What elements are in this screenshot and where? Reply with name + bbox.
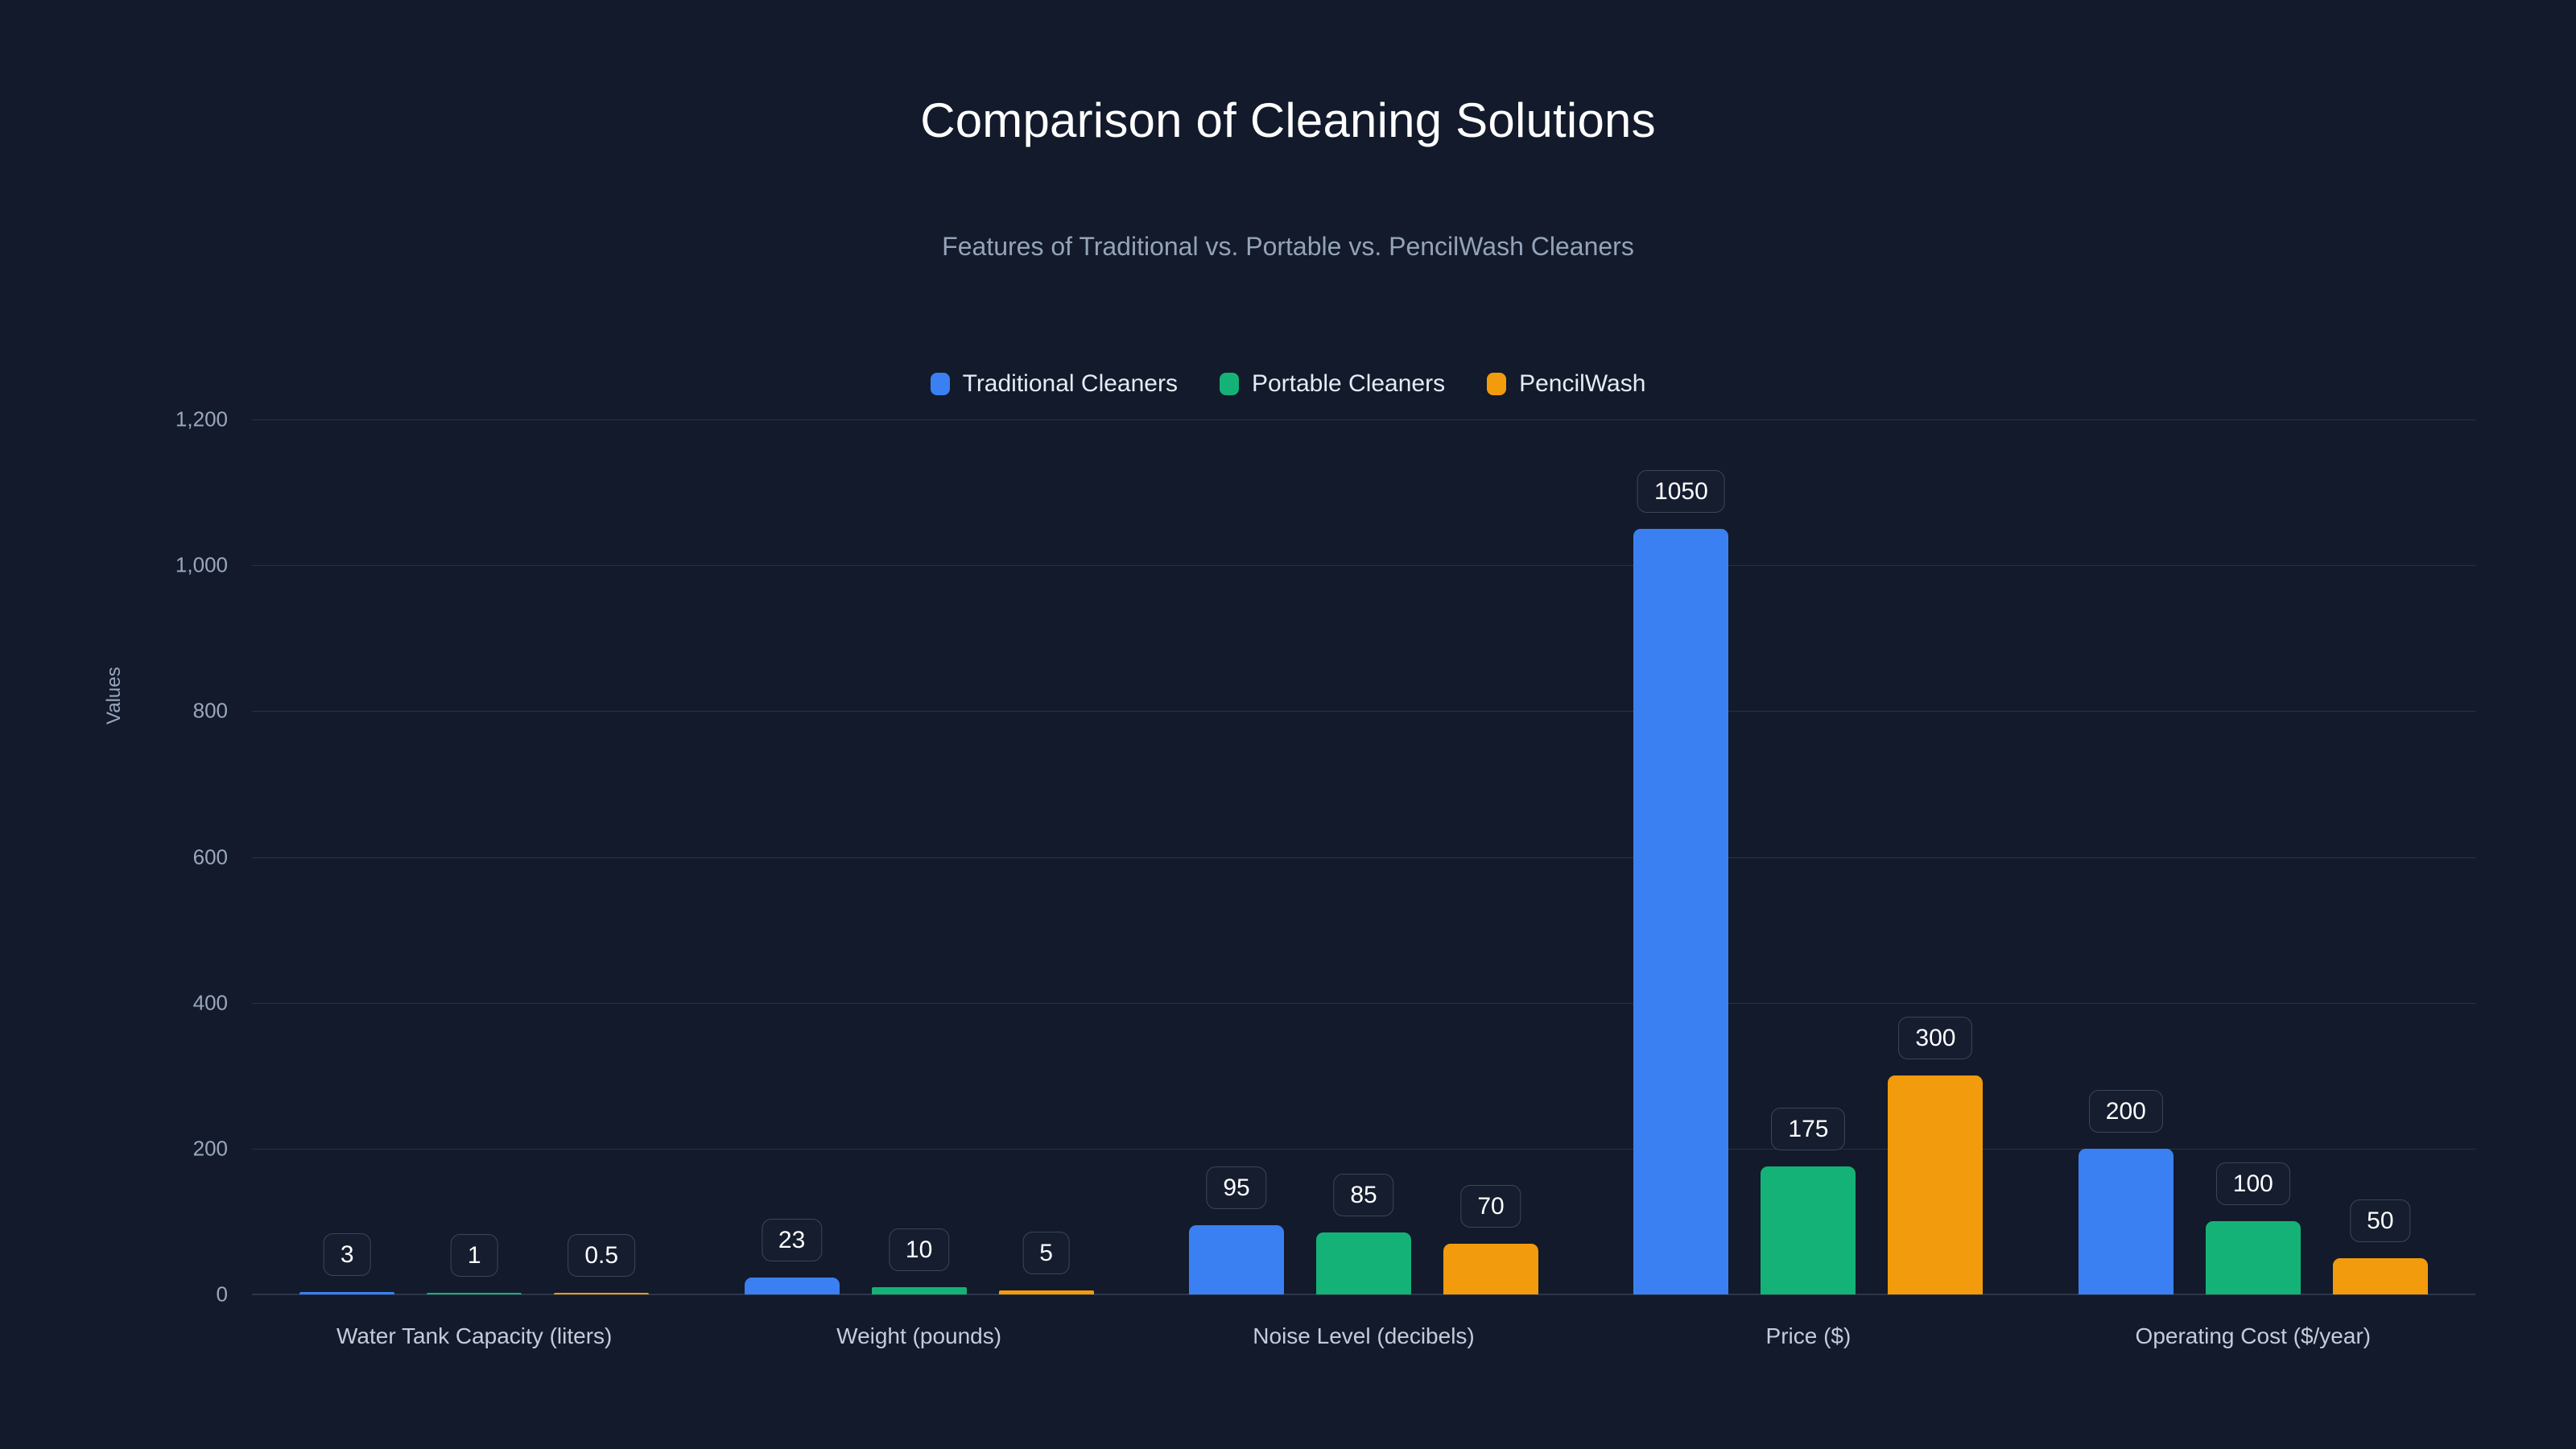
bar-value-label: 50 [2350,1199,2411,1242]
bar-slot: 1 [427,419,522,1294]
y-axis-tick-label: 600 [192,844,228,869]
bar-value-label: 200 [2088,1089,2163,1133]
y-axis-tick-label: 400 [192,990,228,1015]
bar-slot: 23 [744,419,840,1294]
x-axis-category-label: Noise Level (decibels) [1253,1323,1475,1348]
bar-slot: 10 [871,419,967,1294]
bar[interactable]: 200 [2078,1089,2174,1294]
bar[interactable]: 50 [2332,1199,2428,1294]
page-subtitle: Features of Traditional vs. Portable vs.… [942,232,1634,261]
bar[interactable]: 23 [744,1219,840,1294]
bar-slot: 300 [1888,419,1984,1294]
bar-value-label: 85 [1333,1174,1394,1217]
bar-group: 3 1 0.5 Water Tank Capacity (liters) [252,419,696,1348]
bar-slot: 1050 [1633,419,1729,1294]
bar[interactable]: 1 [427,1234,522,1294]
x-axis-category-label: Weight (pounds) [836,1323,1002,1348]
bar-value-label: 3 [323,1233,371,1277]
plot-area: 0 200 400 600 800 1,000 1,200 3 1 0.5 Water Tank … [175,407,2475,1348]
gridline [252,711,2475,712]
legend-item-label: PencilWash [1519,370,1646,397]
bar-value-label: 175 [1771,1108,1846,1151]
bar[interactable]: 175 [1761,1108,1856,1294]
y-axis-tick-label: 0 [216,1282,228,1307]
bar-slot: 0.5 [554,419,650,1294]
gridline [252,565,2475,567]
x-axis-category-label: Water Tank Capacity (liters) [336,1323,613,1348]
legend-item-label: Portable Cleaners [1251,370,1446,397]
bar-slot: 175 [1761,419,1856,1294]
bar-value-label: 300 [1898,1017,1973,1060]
bar-groups: 3 1 0.5 Water Tank Capacity (liters) 23 10 5 We… [252,419,2475,1348]
bar-value-label: 1 [450,1234,498,1277]
bar-slot: 50 [2332,419,2428,1294]
legend-item-0[interactable]: Traditional Cleaners [930,370,1178,398]
legend-swatch-icon [1487,373,1507,395]
legend-swatch-icon [930,373,950,395]
gridline [252,1002,2475,1004]
bar-slot: 5 [998,419,1094,1294]
bar-value-label: 5 [1022,1232,1070,1275]
bar-group: 95 85 70 Noise Level (decibels) [1141,419,1586,1348]
bar[interactable]: 10 [871,1228,967,1294]
bar-group: 200 100 50 Operating Cost ($/year) [2031,419,2475,1348]
bar-slot: 85 [1316,419,1412,1294]
x-axis-category-label: Price ($) [1765,1323,1852,1348]
y-axis-tick-label: 800 [192,698,228,723]
bar-slot: 200 [2078,419,2174,1294]
gridline [252,419,2475,420]
legend-item-label: Traditional Cleaners [962,370,1178,397]
bar-group: 1050 175 300 Price ($) [1586,419,2030,1348]
bar-value-label: 0.5 [568,1234,636,1277]
bar-value-label: 70 [1460,1184,1521,1228]
page-title: Comparison of Cleaning Solutions [920,93,1656,147]
bar-slot: 70 [1443,419,1539,1294]
y-axis-tick-label: 1,000 [175,552,228,577]
y-axis-tick-label: 1,200 [175,407,228,431]
bar[interactable]: 95 [1189,1166,1285,1294]
legend-item-1[interactable]: Portable Cleaners [1219,370,1446,398]
chart-legend: Traditional Cleaners Portable Cleaners Pen… [0,370,2576,398]
bar[interactable]: 0.5 [554,1234,650,1294]
bar-slot: 3 [299,419,395,1294]
bar-slot: 95 [1189,419,1285,1294]
bar-slot: 100 [2205,419,2301,1294]
bar[interactable]: 300 [1888,1017,1984,1294]
bar[interactable]: 3 [299,1233,395,1294]
gridline [252,857,2475,858]
gridline [252,1148,2475,1150]
bar-group: 23 10 5 Weight (pounds) [696,419,1141,1348]
bar[interactable]: 70 [1443,1184,1539,1294]
bar-value-label: 1050 [1637,469,1725,513]
bar[interactable]: 100 [2205,1162,2301,1294]
y-axis-tick-label: 200 [192,1136,228,1161]
bar[interactable]: 1050 [1633,469,1729,1294]
bar-value-label: 95 [1206,1166,1267,1209]
bar[interactable]: 85 [1316,1174,1412,1294]
legend-swatch-icon [1219,373,1239,395]
gridline [252,1294,2475,1295]
legend-item-2[interactable]: PencilWash [1487,370,1645,398]
bar[interactable]: 5 [998,1232,1094,1294]
x-axis-category-label: Operating Cost ($/year) [2135,1323,2372,1348]
bar-value-label: 100 [2215,1162,2290,1206]
bar-value-label: 23 [761,1219,823,1262]
bar-value-label: 10 [888,1228,950,1271]
